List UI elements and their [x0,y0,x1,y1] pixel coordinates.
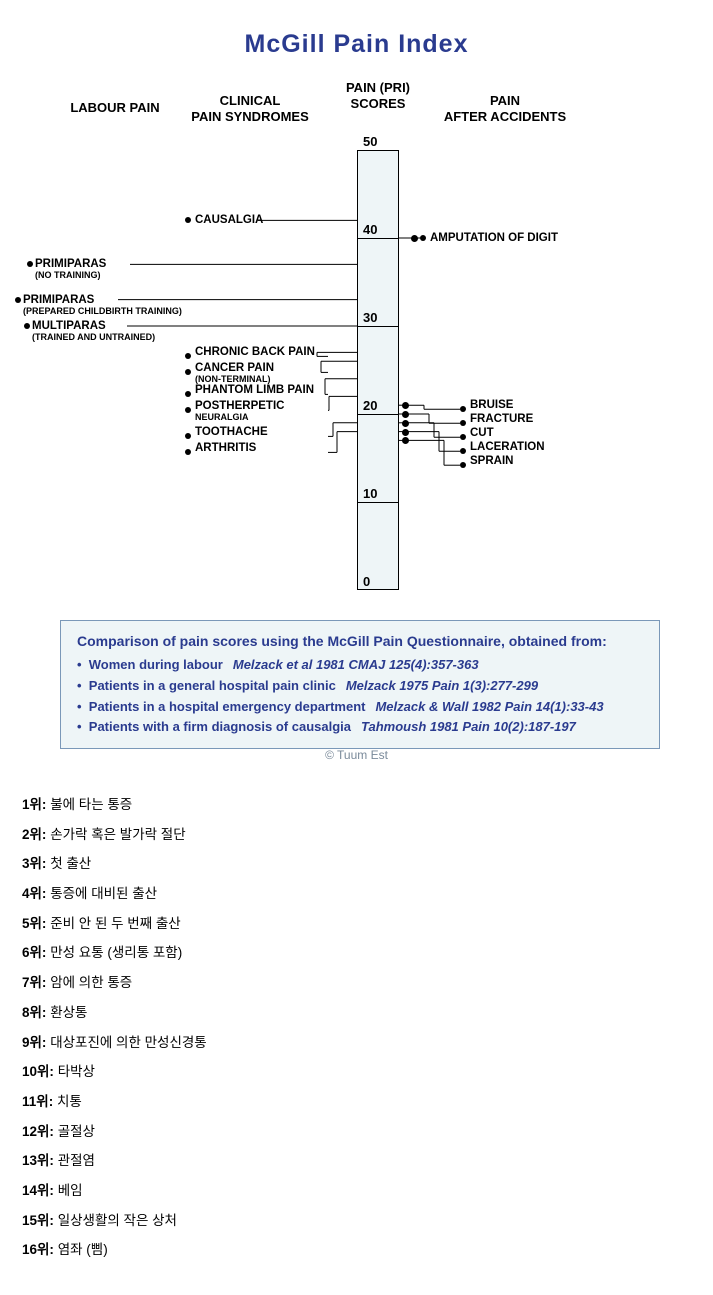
accident-bullet [460,420,466,426]
column-accidents: PAINAFTER ACCIDENTS [430,93,580,124]
accident-bullet [460,434,466,440]
scale-tick-label: 10 [363,486,377,501]
clinical-label: CHRONIC BACK PAIN [195,346,315,358]
scale-tick-line [357,238,399,239]
scale-tick-label: 50 [363,134,377,149]
copyright: © Tuum Est [0,748,713,762]
rank-row: 5위: 준비 안 된 두 번째 출산 [22,909,691,939]
rank-row: 15위: 일상생활의 작은 상처 [22,1206,691,1236]
info-lines: • Women during labourMelzack et al 1981 … [77,655,643,738]
clinical-bullet [185,353,191,359]
clinical-label: TOOTHACHE [195,426,268,438]
rank-row: 7위: 암에 의한 통증 [22,968,691,998]
accident-pointer [402,402,409,409]
accident-label: SPRAIN [470,455,513,467]
clinical-label: PHANTOM LIMB PAIN [195,384,314,396]
rank-row: 4위: 통증에 대비된 출산 [22,879,691,909]
column-scores: PAIN (PRI)SCORES [318,80,438,111]
accident-pointer [402,437,409,444]
info-line: • Women during labourMelzack et al 1981 … [77,655,643,676]
info-line: • Patients with a firm diagnosis of caus… [77,717,643,738]
accident-pointer [411,235,418,242]
clinical-label: CANCER PAIN(NON-TERMINAL) [195,362,274,384]
accident-bullet [460,462,466,468]
rank-row: 8위: 환상통 [22,998,691,1028]
clinical-bullet [185,407,191,413]
accident-bullet [460,448,466,454]
accident-pointer [402,420,409,427]
rank-row: 11위: 치통 [22,1087,691,1117]
info-title: Comparison of pain scores using the McGi… [77,633,643,649]
scale-tick-label: 40 [363,222,377,237]
labour-label: PRIMIPARAS(PREPARED CHILDBIRTH TRAINING) [23,294,182,316]
accident-label: CUT [470,427,494,439]
clinical-bullet [185,449,191,455]
rank-row: 10위: 타박상 [22,1057,691,1087]
labour-label: PRIMIPARAS(NO TRAINING) [35,258,106,280]
labour-bullet [15,297,21,303]
rank-list: 1위: 불에 타는 통증2위: 손가락 혹은 발가락 절단3위: 첫 출산4위:… [0,770,713,1295]
labour-bullet [27,261,33,267]
info-line: • Patients in a hospital emergency depar… [77,697,643,718]
accident-pointer [402,411,409,418]
accident-bullet [460,406,466,412]
rank-row: 6위: 만성 요통 (생리통 포함) [22,938,691,968]
rank-row: 2위: 손가락 혹은 발가락 절단 [22,820,691,850]
scale-tick-label: 30 [363,310,377,325]
clinical-bullet [185,433,191,439]
clinical-label: ARTHRITIS [195,442,256,454]
rank-row: 13위: 관절염 [22,1146,691,1176]
pain-index-chart: McGill Pain Index PAIN (PRI)SCORES LABOU… [0,0,713,770]
scale-tick-label: 0 [363,574,370,589]
scale-bar [357,150,399,590]
accident-bullet [420,235,426,241]
column-clinical: CLINICALPAIN SYNDROMES [175,93,325,124]
rank-row: 12위: 골절상 [22,1117,691,1147]
labour-label: MULTIPARAS(TRAINED AND UNTRAINED) [32,320,155,342]
rank-row: 3위: 첫 출산 [22,849,691,879]
accident-label: AMPUTATION OF DIGIT [430,232,558,244]
scale-tick-line [357,502,399,503]
accident-label: FRACTURE [470,413,533,425]
accident-pointer [402,429,409,436]
scale-tick-line [357,326,399,327]
column-labour: LABOUR PAIN [55,100,175,116]
rank-row: 9위: 대상포진에 의한 만성신경통 [22,1028,691,1058]
chart-title: McGill Pain Index [0,30,713,59]
clinical-bullet [185,369,191,375]
accident-label: LACERATION [470,441,545,453]
clinical-label: POSTHERPETICNEURALGIA [195,400,284,422]
scale-tick-line [357,414,399,415]
labour-bullet [24,323,30,329]
clinical-label: CAUSALGIA [195,214,263,226]
scale-tick-label: 20 [363,398,377,413]
clinical-bullet [185,217,191,223]
clinical-bullet [185,391,191,397]
rank-row: 16위: 염좌 (삠) [22,1235,691,1265]
info-box: Comparison of pain scores using the McGi… [60,620,660,749]
info-line: • Patients in a general hospital pain cl… [77,676,643,697]
accident-label: BRUISE [470,399,513,411]
rank-row: 1위: 불에 타는 통증 [22,790,691,820]
rank-row: 14위: 베임 [22,1176,691,1206]
